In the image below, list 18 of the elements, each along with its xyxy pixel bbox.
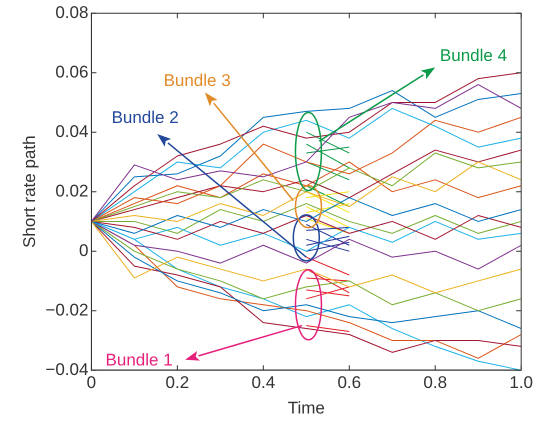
y-tick-label: −0.02	[45, 300, 88, 320]
y-tick-label: −0.04	[45, 360, 88, 379]
x-tick-label: 1.0	[509, 373, 534, 392]
y-axis-title: Short rate path	[20, 135, 39, 248]
annotation: Bundle 1	[106, 350, 173, 370]
x-tick-label: 0.2	[166, 373, 190, 392]
x-tick-label: 0.8	[423, 373, 448, 392]
y-tick-label: 0.04	[55, 122, 88, 141]
x-tick-label: 0.6	[337, 373, 362, 392]
y-tick-label: 0.02	[55, 181, 88, 200]
annotation: Bundle 4	[440, 46, 508, 65]
annotation: Bundle 3	[164, 70, 231, 90]
x-axis-title: Time	[288, 398, 325, 418]
y-tick-label: 0.08	[55, 2, 88, 22]
y-tick-label: 0	[78, 240, 88, 260]
y-tick-label: 0.06	[55, 62, 88, 82]
annotation: Bundle 2	[112, 108, 179, 127]
x-tick-label: 0.4	[252, 373, 276, 392]
